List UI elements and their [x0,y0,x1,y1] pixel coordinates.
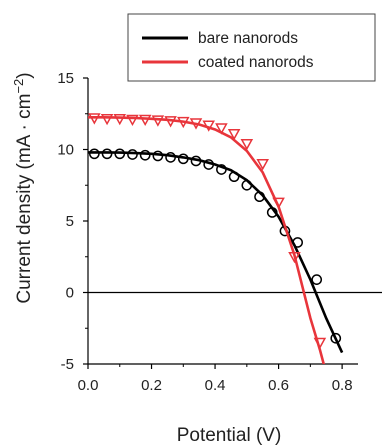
x-tick-label: 0.2 [141,377,162,394]
y-tick-label: 10 [57,142,74,159]
data-point [227,129,241,141]
y-tick-label: -5 [61,356,74,373]
data-point [88,113,101,125]
legend-box [127,13,376,82]
x-tick-label: 0.4 [205,377,226,394]
data-point [266,207,278,218]
series-line [88,116,326,364]
data-point [177,116,190,129]
data-point [228,171,240,183]
legend: bare nanorods coated nanorods [127,13,376,82]
y-axis-title-base: Current density (mA · cm [14,94,35,304]
legend-label-coated: coated nanorods [198,54,314,71]
data-point [189,118,203,130]
data-point [151,115,165,127]
data-point [152,150,164,162]
data-point [203,159,215,170]
data-point [254,191,265,203]
series-line [88,151,344,354]
y-axis-title-sup: −2 [11,79,26,94]
data-point [330,332,342,344]
data-point [100,114,114,126]
data-point [164,116,177,128]
data-point [311,274,323,285]
data-point [288,252,301,264]
data-point [139,149,151,161]
series-1 [88,113,327,364]
y-tick-label: 0 [66,285,74,302]
data-point [190,155,202,167]
y-axis-title: Current density (mA · cm−2) [11,72,35,303]
data-point [241,179,253,191]
data-point [177,153,189,165]
axes [87,78,382,365]
data-point [127,149,138,160]
data-point [138,114,152,127]
data-point [240,139,254,151]
legend-label-bare: bare nanorods [198,30,298,47]
data-point [216,164,227,175]
data-point [256,159,269,171]
x-axis-title: Potential (V) [177,425,282,446]
y-tick-label: 15 [57,70,74,87]
data-point [113,114,127,126]
data-point [89,148,100,160]
x-tick-label: 0.6 [268,377,289,394]
data-point [101,148,113,160]
data-point [215,123,228,135]
data-point [126,114,139,127]
series-layer [88,113,344,364]
ticks: 0.0 0.2 0.4 0.6 0.8 -5 0 5 10 15 [57,70,352,394]
y-axis-title-close: ) [14,72,35,78]
data-point [165,152,176,163]
data-point [202,120,215,132]
data-point [272,197,285,209]
x-tick-label: 0.8 [332,377,353,394]
data-point [114,148,126,160]
data-point [313,337,327,350]
x-tick-label: 0.0 [78,377,99,394]
y-tick-label: 5 [66,213,74,230]
series-0 [88,148,344,354]
data-point [292,237,303,248]
